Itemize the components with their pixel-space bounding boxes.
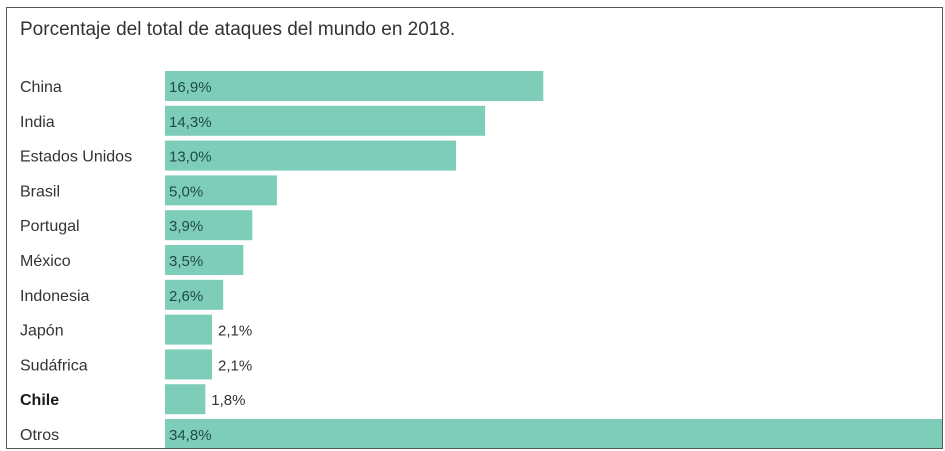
category-label-japon: Japón [20,323,64,340]
category-label-chile: Chile [20,392,59,409]
bar-indonesia [165,279,224,310]
chart-frame: Porcentaje del total de ataques del mund… [6,7,943,449]
category-label-portugal: Portugal [20,218,80,235]
value-label-portugal: 3,9% [169,218,203,235]
value-label-japon: 2,1% [218,323,252,340]
category-label-china: China [20,79,62,96]
value-label-china: 16,9% [169,79,212,96]
bar-sudafrica [165,349,213,380]
bar-japon [165,314,213,345]
value-label-otros: 34,8% [169,427,212,444]
value-label-indonesia: 2,6% [169,288,203,305]
category-label-brasil: Brasil [20,183,60,200]
value-label-chile: 1,8% [211,392,245,409]
value-label-mexico: 3,5% [169,253,203,270]
chart-title: Porcentaje del total de ataques del mund… [20,19,456,40]
bar-brasil [165,175,277,206]
value-label-sudafrica: 2,1% [218,357,252,374]
bar-china [165,71,544,101]
bar-mexico [165,245,244,275]
category-label-sudafrica: Sudáfrica [20,357,88,374]
value-label-brasil: 5,0% [169,183,203,200]
bar-chart: China 16,9% India 14,3% Estados Unidos 13,0% B… [20,71,942,448]
bar-portugal [165,210,253,241]
value-label-estados-unidos: 13,0% [169,149,212,166]
category-label-india: India [20,114,55,131]
category-label-estados-unidos: Estados Unidos [20,149,132,166]
bar-otros [165,419,942,448]
bar-estados-unidos [165,140,457,171]
category-label-otros: Otros [20,427,59,444]
category-label-indonesia: Indonesia [20,288,89,305]
bar-chile [165,384,206,415]
value-label-india: 14,3% [169,114,212,131]
category-label-mexico: México [20,253,71,270]
bar-india [165,105,486,136]
